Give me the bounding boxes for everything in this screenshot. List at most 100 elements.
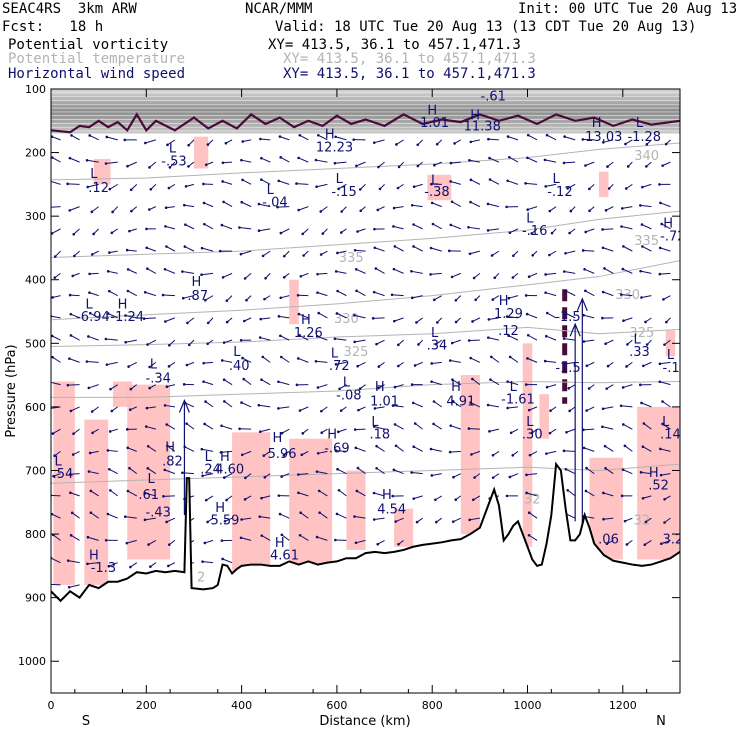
wind-vector-head — [203, 422, 206, 426]
wind-vector — [412, 204, 423, 208]
wind-vector — [280, 335, 290, 341]
wind-vector — [450, 450, 461, 453]
wind-vector-head — [431, 222, 435, 226]
wind-vector-head — [72, 233, 76, 236]
wind-vector-head — [298, 409, 302, 412]
wind-vector-head — [336, 251, 339, 255]
wind-vector — [374, 406, 385, 409]
extremum-value: -.18 — [663, 361, 688, 376]
wind-vector — [431, 473, 442, 476]
wind-vector-head — [280, 355, 283, 359]
wind-vector-head — [525, 491, 528, 495]
wind-vector — [354, 339, 366, 343]
wind-vector — [67, 183, 80, 185]
wind-vector-head — [317, 133, 320, 137]
wind-vector-head — [73, 254, 76, 258]
wind-vector-head — [562, 337, 566, 340]
wind-vector-head — [411, 401, 415, 405]
wind-vector-head — [429, 447, 433, 451]
wind-vector-head — [548, 253, 551, 257]
extremum-value: -1.5 — [555, 361, 580, 376]
wind-vector — [661, 473, 671, 476]
extremum-marker: H — [118, 297, 128, 312]
wind-vector-head — [530, 232, 534, 235]
wind-vector — [411, 472, 423, 475]
wind-vector-head — [448, 450, 452, 454]
wind-vector-head — [206, 321, 210, 325]
terrain-fill — [51, 464, 680, 693]
wind-vector-head — [372, 491, 376, 495]
wind-vector-head — [320, 409, 323, 413]
wind-vector — [661, 539, 671, 545]
wind-vector — [73, 228, 80, 235]
wind-vector-head — [563, 362, 567, 366]
wind-vector — [529, 450, 538, 456]
wind-vector — [469, 159, 480, 163]
wind-vector-head — [241, 178, 244, 182]
wind-vector-head — [87, 335, 90, 338]
extremum-marker: L — [85, 297, 93, 312]
wind-vector-head — [279, 296, 283, 300]
wind-vector — [585, 161, 595, 166]
pv-contour-line — [51, 112, 680, 134]
wind-vector-head — [397, 165, 401, 169]
wind-vector-head — [451, 378, 454, 381]
wind-vector-head — [356, 364, 359, 368]
wind-vector — [356, 161, 366, 167]
wind-vector — [88, 335, 99, 341]
wind-vector-head — [353, 314, 356, 317]
wind-vector-head — [104, 162, 108, 165]
wind-vector-head — [107, 564, 111, 568]
wind-vector-head — [390, 293, 394, 297]
wind-vector — [147, 339, 157, 345]
wind-vector-head — [164, 320, 167, 323]
wind-vector-head — [337, 187, 340, 191]
wind-vector — [298, 358, 309, 363]
wind-vector-head — [149, 187, 153, 191]
wind-vector-head — [223, 519, 227, 523]
wind-vector-head — [354, 541, 358, 545]
wind-vector-head — [601, 290, 605, 294]
wind-vector — [642, 183, 652, 188]
wind-vector-head — [511, 454, 515, 457]
wind-vector — [527, 334, 538, 341]
wind-vector-head — [619, 404, 623, 408]
extremum-value: -1.5 — [555, 310, 580, 325]
wind-vector-head — [123, 515, 127, 518]
wind-vector — [585, 490, 595, 497]
wind-vector-head — [315, 535, 319, 539]
wind-vector — [488, 337, 500, 341]
extremum-value: -.15 — [331, 185, 356, 200]
wind-vector-head — [467, 427, 471, 430]
wind-vector — [373, 492, 385, 497]
wind-vector — [298, 473, 309, 476]
wind-vector — [51, 583, 61, 586]
wind-vector — [470, 201, 481, 208]
wind-vector-head — [601, 407, 605, 411]
wind-vector — [545, 292, 557, 297]
wind-vector — [223, 339, 233, 344]
wind-vector-head — [68, 209, 72, 212]
wind-vector — [166, 424, 176, 430]
wind-vector-head — [242, 377, 246, 381]
wind-vector-head — [223, 400, 226, 403]
wind-vector-head — [69, 334, 73, 337]
wind-vector-head — [167, 365, 171, 368]
wind-vector — [490, 379, 500, 386]
wind-vector — [127, 290, 138, 297]
plot-frame — [50, 88, 681, 694]
wind-vector — [583, 428, 595, 431]
wind-vector-head — [51, 296, 54, 299]
wind-vector-head — [264, 276, 267, 280]
wind-vector-head — [245, 298, 248, 302]
wind-vector — [299, 406, 309, 411]
wind-vector-head — [391, 494, 395, 498]
wind-vector — [528, 534, 538, 541]
wind-vector-head — [562, 449, 566, 453]
wind-jet-head — [569, 322, 581, 337]
wind-vector-head — [568, 409, 571, 413]
wind-vector-head — [128, 408, 132, 412]
wind-vector-head — [340, 210, 343, 213]
wind-vector-head — [90, 210, 94, 214]
wind-vector — [107, 449, 118, 452]
